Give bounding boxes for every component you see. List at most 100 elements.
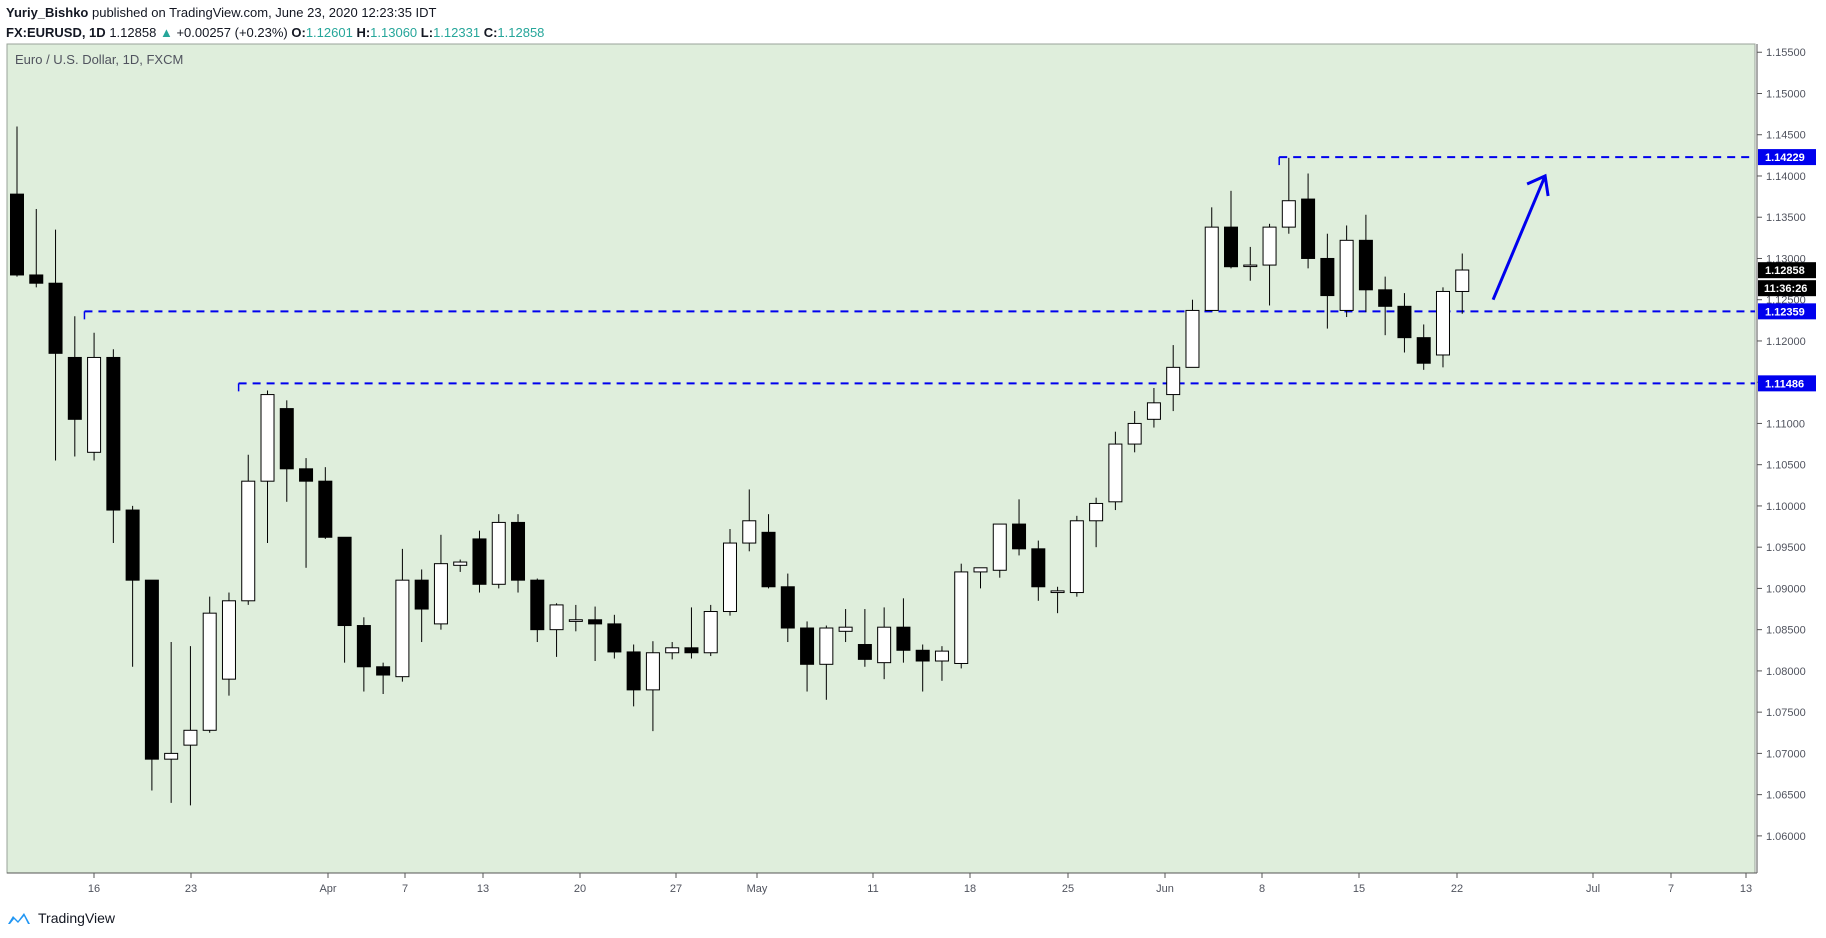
candle [1012,499,1027,556]
candle-body [202,612,217,731]
candle [202,596,217,733]
time-tick-label: 7 [1668,883,1674,895]
candle [241,454,256,605]
level-line [237,382,1755,392]
candle-body [87,356,102,453]
candle [934,646,949,681]
candle-body [1301,198,1316,259]
candle [164,642,179,803]
candle [318,467,333,539]
candle-body [1397,305,1412,339]
level-line [83,310,1755,320]
candle-body [241,480,256,602]
candle-body [607,623,622,653]
price-tick-label: 1.10000 [1766,501,1806,513]
candle [1301,173,1316,269]
candle-body [1320,257,1335,297]
candle-body [453,561,468,566]
price-tick-label: 1.09500 [1766,542,1806,554]
forecast-arrow [1491,173,1550,301]
price-tick-label: 1.15500 [1766,47,1806,59]
plot-area[interactable] [6,43,1756,874]
price-change: +0.00257 (+0.23%) [176,25,288,40]
candle-body [1378,289,1393,307]
candle [48,229,63,461]
price-tick-label: 1.07000 [1766,748,1806,760]
candle-body [221,600,236,680]
level-badge-bg [1758,375,1816,392]
candle [356,617,371,692]
candle [684,607,699,659]
candle [1455,253,1470,314]
candle [626,644,641,707]
candle [29,208,44,288]
level-badge-bg [1758,149,1816,166]
price-tick-label: 1.06500 [1766,790,1806,802]
time-tick-label: 22 [1451,883,1463,895]
candle-body [337,536,352,627]
candle [221,592,236,696]
candles [10,126,1470,806]
time-tick-label: Jul [1586,883,1600,895]
candle-body [954,571,969,664]
candle [1397,293,1412,353]
author-name[interactable]: Yuriy_Bishko [6,5,89,20]
time-tick-label: 13 [1740,883,1752,895]
footer-brand[interactable]: TradingView [38,910,116,926]
last-price: 1.12858 [109,25,157,40]
time-tick-label: 25 [1062,883,1074,895]
candle [337,536,352,663]
candle [838,609,853,643]
price-tick-label: 1.14000 [1766,171,1806,183]
candle [67,316,82,457]
time-tick-label: 11 [867,883,878,895]
candle-body [1339,239,1354,311]
footer: TradingView [6,906,115,930]
level-badge-bg [1758,303,1816,320]
candle [819,625,834,700]
last-price-badge-bg [1758,262,1816,279]
candle-body [1108,443,1123,503]
candle-body [742,520,757,544]
candle-body [376,666,391,676]
candle-body [800,627,815,665]
level-badge: 1.11486 [1758,375,1816,392]
candle-body [1031,548,1046,588]
candle-body [1281,200,1296,228]
time-tick-label: 27 [670,883,682,895]
candle-body [433,563,448,625]
high-label: H: [356,25,371,40]
candle [1146,387,1161,428]
price-tick-label: 1.08000 [1766,666,1806,678]
candle [87,332,102,461]
candle [761,514,776,589]
candle [1204,207,1219,311]
price-tick-label: 1.10500 [1766,460,1806,472]
arrow-shaft [1491,175,1547,301]
candle-body [491,521,506,585]
candle [800,621,815,692]
candle [472,530,487,593]
low-label: L: [420,25,434,40]
candle [607,614,622,659]
time-tick-label: Jun [1156,883,1174,895]
candle-body [48,282,63,354]
candle-body [1204,226,1219,311]
high-value: 1.13060 [370,25,418,40]
candle-body [588,619,603,625]
candle [896,598,911,663]
price-tick-label: 1.12000 [1766,336,1806,348]
candle-body [1127,422,1142,445]
candle-body [1069,520,1084,594]
candle [279,400,294,502]
countdown-text: 11:36:26 [1764,283,1807,295]
up-arrow-icon: ▲ [159,25,173,40]
candle-body [530,579,545,631]
candle [10,126,24,277]
candle [665,642,680,660]
candle [1050,586,1065,614]
candle-body [1146,402,1161,420]
candle-body [626,651,641,691]
time-tick-label: 23 [185,883,197,895]
